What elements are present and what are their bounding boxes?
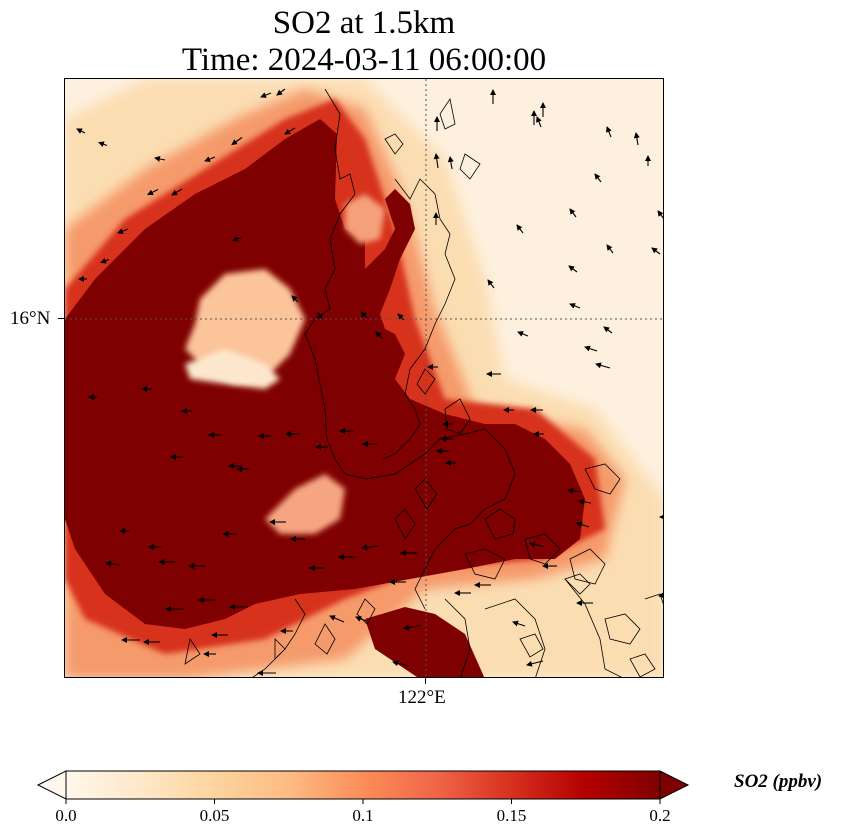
coastlines	[184, 88, 663, 677]
colorbar-tick-label: 0.05	[199, 806, 230, 825]
wind-vector	[487, 279, 495, 289]
latitude-tick-mark	[58, 318, 64, 319]
longitude-tick-label: 122°E	[398, 687, 446, 708]
field-inner-light	[185, 349, 280, 389]
wind-vector	[584, 345, 598, 352]
wind-vector	[76, 128, 86, 134]
wind-vector	[276, 88, 286, 96]
wind-vector	[232, 235, 242, 242]
gridlines	[65, 79, 663, 677]
wind-vector	[567, 487, 583, 494]
wind-vector	[603, 326, 613, 334]
wind-vector	[204, 156, 216, 162]
wind-vector	[568, 265, 578, 273]
wind-vector	[403, 624, 421, 631]
colorbar-min-extend	[36, 770, 67, 800]
wind-vector	[578, 498, 592, 505]
colorbar-max-extend	[659, 770, 690, 800]
colorbar-tick-label: 0.2	[649, 806, 671, 825]
wind-vector	[392, 660, 410, 667]
colorbar-label: SO2 (ppbv)	[734, 771, 823, 792]
field-hole-north	[345, 194, 385, 244]
wind-vector	[433, 153, 440, 169]
map-panel	[64, 78, 664, 678]
wind-vector	[606, 126, 612, 138]
wind-vector	[291, 295, 299, 303]
wind-vector	[516, 224, 524, 234]
wind-vector	[361, 544, 379, 551]
wind-vector	[317, 312, 324, 320]
plot-title-line2: Time: 2024-03-11 06:00:00	[181, 42, 547, 78]
wind-vector	[171, 188, 183, 196]
latitude-tick-label: 16°N	[10, 308, 51, 329]
wind-vector	[526, 660, 544, 667]
wind-vector	[569, 303, 581, 309]
wind-vector	[606, 244, 614, 254]
colorbar-ticks	[65, 799, 661, 804]
colorbar	[36, 770, 690, 804]
wind-vector	[529, 541, 545, 548]
wind-vector	[657, 210, 663, 219]
wind-vector	[98, 141, 108, 148]
wind-vector	[658, 592, 663, 599]
wind-vector	[117, 228, 129, 234]
field-core-plume	[65, 119, 585, 629]
wind-vector	[576, 521, 590, 528]
wind-vector	[355, 616, 367, 622]
colorbar-tick-label: 0.15	[496, 806, 527, 825]
so2-map	[65, 79, 663, 677]
wind-vector	[651, 247, 661, 255]
wind-vector	[512, 620, 526, 627]
colorbar-tick-label: 0.1	[352, 806, 374, 825]
wind-vector	[147, 189, 159, 195]
wind-vector	[375, 331, 383, 339]
wind-vector	[536, 116, 542, 128]
wind-vector	[569, 208, 577, 218]
wind-vector	[284, 127, 296, 135]
wind-vector	[105, 560, 121, 567]
field-extra-plume	[365, 607, 485, 677]
longitude-tick-mark	[425, 678, 426, 684]
wind-vector	[154, 156, 166, 162]
field-hole-south	[265, 474, 345, 534]
wind-vector	[517, 331, 529, 337]
wind-vector	[360, 311, 368, 319]
wind-vector	[397, 313, 405, 321]
wind-vector	[595, 362, 611, 369]
colorbar-tick-label: 0.0	[55, 806, 77, 825]
wind-vectors	[76, 88, 663, 676]
plot-title-line1: SO2 at 1.5km	[272, 5, 456, 41]
wind-vector	[633, 132, 640, 146]
wind-vector	[260, 92, 272, 98]
wind-vector	[594, 173, 602, 183]
wind-vector	[231, 137, 243, 146]
wind-vector	[447, 156, 454, 170]
wind-vector	[100, 257, 110, 264]
colorbar-bar	[65, 770, 661, 800]
wind-vector	[329, 615, 345, 623]
